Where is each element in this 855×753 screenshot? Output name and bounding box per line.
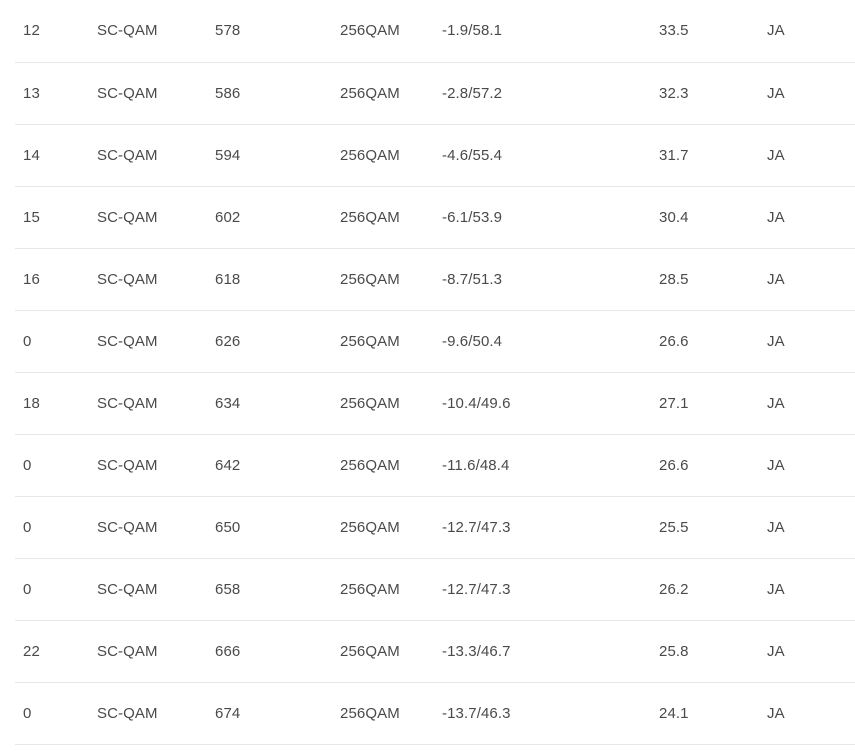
table-row: 0 SC-QAM 658 256QAM -12.7/47.3 26.2 JA: [15, 558, 855, 621]
cell-correctables: 0: [15, 310, 97, 373]
cell-snr: 25.5: [659, 496, 767, 559]
cell-power-snr: -9.6/50.4: [442, 310, 659, 373]
cell-snr: 28.5: [659, 248, 767, 311]
cell-modulation: 256QAM: [340, 434, 442, 497]
cell-snr: 32.3: [659, 62, 767, 125]
cell-snr: 26.6: [659, 434, 767, 497]
cell-status: JA: [767, 62, 855, 125]
cell-status: JA: [767, 310, 855, 373]
cell-snr: 26.6: [659, 310, 767, 373]
cell-modulation: 256QAM: [340, 682, 442, 745]
cell-frequency: 642: [215, 434, 340, 497]
cell-power-snr: -2.8/57.2: [442, 62, 659, 125]
cell-correctables: 0: [15, 496, 97, 559]
cell-status: JA: [767, 186, 855, 249]
cell-power-snr: -1.9/58.1: [442, 0, 659, 63]
cell-lock-status: SC-QAM: [97, 62, 215, 125]
cell-lock-status: SC-QAM: [97, 682, 215, 745]
cell-modulation: 256QAM: [340, 620, 442, 683]
downstream-bonded-channels-table: 12 SC-QAM 578 256QAM -1.9/58.1 33.5 JA 13 SC-QAM…: [15, 0, 855, 745]
cell-modulation: 256QAM: [340, 186, 442, 249]
cell-snr: 27.1: [659, 372, 767, 435]
table-row: 12 SC-QAM 578 256QAM -1.9/58.1 33.5 JA: [15, 0, 855, 63]
table-row: 14 SC-QAM 594 256QAM -4.6/55.4 31.7 JA: [15, 124, 855, 187]
cell-lock-status: SC-QAM: [97, 0, 215, 63]
table-row: 13 SC-QAM 586 256QAM -2.8/57.2 32.3 JA: [15, 62, 855, 125]
cell-power-snr: -13.7/46.3: [442, 682, 659, 745]
cell-power-snr: -4.6/55.4: [442, 124, 659, 187]
cell-correctables: 14: [15, 124, 97, 187]
cell-lock-status: SC-QAM: [97, 620, 215, 683]
table-row: 0 SC-QAM 650 256QAM -12.7/47.3 25.5 JA: [15, 496, 855, 559]
cell-modulation: 256QAM: [340, 558, 442, 621]
cell-modulation: 256QAM: [340, 0, 442, 63]
table-row: 0 SC-QAM 626 256QAM -9.6/50.4 26.6 JA: [15, 310, 855, 373]
cell-correctables: 0: [15, 682, 97, 745]
cell-lock-status: SC-QAM: [97, 186, 215, 249]
cell-snr: 30.4: [659, 186, 767, 249]
cell-power-snr: -8.7/51.3: [442, 248, 659, 311]
table-row: 0 SC-QAM 674 256QAM -13.7/46.3 24.1 JA: [15, 682, 855, 745]
cell-status: JA: [767, 248, 855, 311]
cell-snr: 26.2: [659, 558, 767, 621]
cell-power-snr: -12.7/47.3: [442, 558, 659, 621]
cell-snr: 31.7: [659, 124, 767, 187]
cell-frequency: 578: [215, 0, 340, 63]
cell-correctables: 0: [15, 434, 97, 497]
cell-snr: 25.8: [659, 620, 767, 683]
cell-frequency: 658: [215, 558, 340, 621]
cell-frequency: 650: [215, 496, 340, 559]
cell-modulation: 256QAM: [340, 248, 442, 311]
cell-correctables: 13: [15, 62, 97, 125]
table-body: 12 SC-QAM 578 256QAM -1.9/58.1 33.5 JA 13 SC-QAM…: [15, 0, 855, 745]
cell-correctables: 15: [15, 186, 97, 249]
cell-lock-status: SC-QAM: [97, 372, 215, 435]
cell-frequency: 586: [215, 62, 340, 125]
cell-frequency: 666: [215, 620, 340, 683]
cell-status: JA: [767, 0, 855, 63]
cell-correctables: 0: [15, 558, 97, 621]
cell-status: JA: [767, 682, 855, 745]
table-row: 16 SC-QAM 618 256QAM -8.7/51.3 28.5 JA: [15, 248, 855, 311]
cell-status: JA: [767, 434, 855, 497]
cell-lock-status: SC-QAM: [97, 310, 215, 373]
cell-modulation: 256QAM: [340, 62, 442, 125]
cell-snr: 24.1: [659, 682, 767, 745]
cell-correctables: 18: [15, 372, 97, 435]
cell-correctables: 16: [15, 248, 97, 311]
cell-frequency: 634: [215, 372, 340, 435]
cell-frequency: 626: [215, 310, 340, 373]
cell-status: JA: [767, 496, 855, 559]
cell-correctables: 12: [15, 0, 97, 63]
table-row: 15 SC-QAM 602 256QAM -6.1/53.9 30.4 JA: [15, 186, 855, 249]
cell-lock-status: SC-QAM: [97, 248, 215, 311]
cell-status: JA: [767, 620, 855, 683]
cell-status: JA: [767, 372, 855, 435]
cell-status: JA: [767, 124, 855, 187]
cell-status: JA: [767, 558, 855, 621]
cell-frequency: 602: [215, 186, 340, 249]
table-row: 18 SC-QAM 634 256QAM -10.4/49.6 27.1 JA: [15, 372, 855, 435]
cell-lock-status: SC-QAM: [97, 434, 215, 497]
table-row: 22 SC-QAM 666 256QAM -13.3/46.7 25.8 JA: [15, 620, 855, 683]
cell-modulation: 256QAM: [340, 372, 442, 435]
table-row: 0 SC-QAM 642 256QAM -11.6/48.4 26.6 JA: [15, 434, 855, 497]
cell-power-snr: -12.7/47.3: [442, 496, 659, 559]
cell-snr: 33.5: [659, 0, 767, 63]
cell-modulation: 256QAM: [340, 124, 442, 187]
cell-power-snr: -6.1/53.9: [442, 186, 659, 249]
cell-correctables: 22: [15, 620, 97, 683]
cell-frequency: 618: [215, 248, 340, 311]
cell-modulation: 256QAM: [340, 496, 442, 559]
cell-power-snr: -13.3/46.7: [442, 620, 659, 683]
cell-lock-status: SC-QAM: [97, 124, 215, 187]
cell-power-snr: -11.6/48.4: [442, 434, 659, 497]
cell-frequency: 674: [215, 682, 340, 745]
cell-lock-status: SC-QAM: [97, 496, 215, 559]
cell-power-snr: -10.4/49.6: [442, 372, 659, 435]
cell-lock-status: SC-QAM: [97, 558, 215, 621]
cell-modulation: 256QAM: [340, 310, 442, 373]
cell-frequency: 594: [215, 124, 340, 187]
